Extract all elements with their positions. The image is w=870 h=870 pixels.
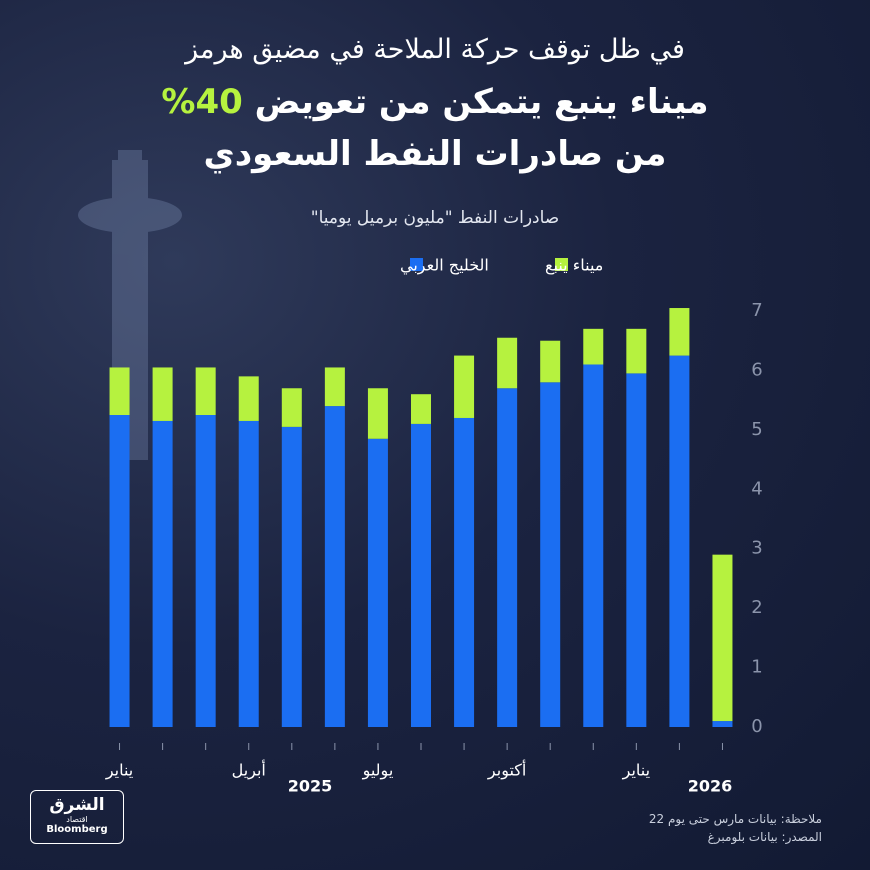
bar-segment	[152, 420, 173, 727]
bar-segment	[712, 721, 733, 727]
title: ميناء ينبع يتمكن من تعويض 40%	[0, 82, 870, 122]
x-tick-label: يناير	[622, 761, 650, 781]
legend-label: الخليج العربي	[400, 256, 489, 276]
subtitle: صادرات النفط "مليون برميل يوميا"	[310, 208, 560, 228]
bar-segment	[669, 308, 690, 356]
bar-segment	[540, 340, 561, 383]
logo: الشرق اقتصاد Bloomberg	[30, 790, 124, 844]
y-tick-label: 6	[751, 359, 762, 380]
bar-segment	[238, 376, 259, 421]
title-highlight: 40%	[161, 82, 243, 122]
bar-segment	[454, 417, 475, 727]
bar-segment	[367, 388, 388, 439]
logo-brand: الشرق	[49, 795, 105, 815]
note: ملاحظة: بيانات مارس حتى يوم 22	[648, 812, 822, 826]
bar-segment	[497, 388, 518, 727]
x-tick-label: أكتوبر	[487, 760, 526, 781]
bar-segment	[281, 426, 302, 727]
bar-segment	[411, 394, 431, 424]
y-tick-label: 2	[751, 597, 762, 618]
bar-segment	[454, 355, 475, 418]
legend-label: ميناء ينبع	[545, 256, 603, 276]
source: المصدر: بيانات بلومبرغ	[707, 830, 822, 844]
year-label: 2026	[688, 777, 733, 796]
y-tick-label: 1	[751, 657, 762, 678]
title-line2: من صادرات النفط السعودي	[203, 134, 667, 174]
y-tick-label: 4	[751, 478, 762, 499]
bar-segment	[324, 406, 345, 727]
title-text: ميناء ينبع يتمكن من تعويض	[254, 82, 709, 122]
y-tick-label: 0	[751, 716, 762, 737]
bar-segment	[669, 355, 690, 727]
bar-segment	[109, 367, 130, 415]
bar-segment	[281, 388, 302, 427]
kicker: في ظل توقف حركة الملاحة في مضيق هرمز	[185, 34, 685, 65]
bar-segment	[195, 415, 216, 727]
bar-segment	[540, 382, 561, 727]
bar-segment	[367, 438, 388, 727]
y-tick-label: 3	[751, 538, 762, 559]
legend-swatch	[410, 258, 423, 271]
y-tick-label: 7	[751, 300, 762, 321]
logo-partner: Bloomberg	[46, 824, 108, 835]
x-tick-label: يناير	[105, 761, 133, 781]
bar-segment	[109, 415, 130, 727]
bar-segment	[324, 367, 345, 407]
legend-swatch	[555, 258, 568, 271]
bar-segment	[411, 423, 431, 727]
bar-segment	[583, 328, 604, 365]
year-label: 2025	[288, 777, 333, 796]
bar-segment	[497, 337, 518, 389]
bar-segment	[626, 328, 647, 374]
bar-segment	[712, 554, 733, 722]
x-tick-label: يوليو	[362, 761, 394, 781]
bar-segment	[583, 364, 604, 727]
bar-segment	[238, 420, 259, 727]
logo-sub: اقتصاد	[66, 815, 88, 824]
x-tick-label: أبريل	[232, 760, 266, 781]
bar-segment	[626, 373, 647, 727]
bar-segment	[195, 367, 216, 415]
y-tick-label: 5	[751, 419, 762, 440]
bar-segment	[152, 367, 173, 421]
